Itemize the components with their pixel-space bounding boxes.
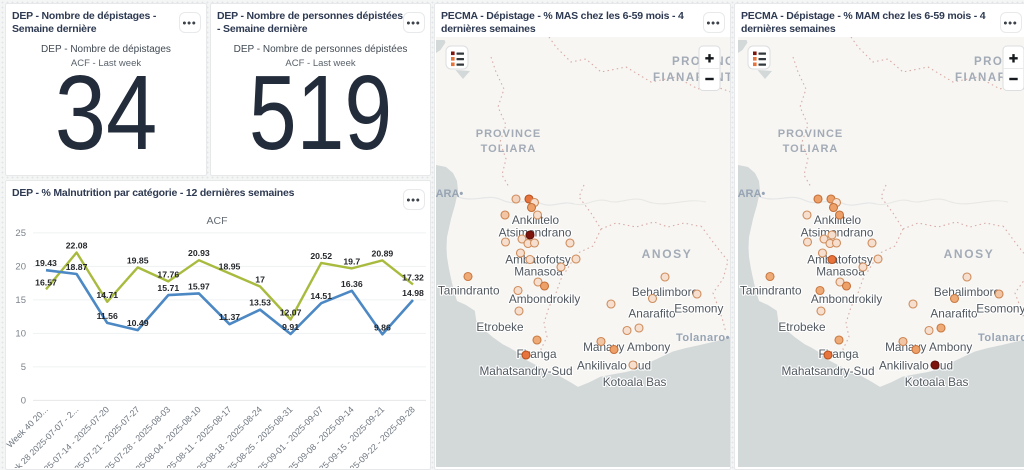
svg-text:11.37: 11.37 <box>219 312 240 322</box>
svg-text:20: 20 <box>15 262 26 273</box>
svg-text:20.52: 20.52 <box>310 251 332 261</box>
svg-text:10.49: 10.49 <box>127 318 149 328</box>
svg-text:15.97: 15.97 <box>188 281 210 291</box>
svg-text:ACF: ACF <box>207 215 228 227</box>
svg-text:9.91: 9.91 <box>282 322 299 332</box>
svg-text:22.08: 22.08 <box>66 241 88 251</box>
svg-text:20.89: 20.89 <box>372 248 394 258</box>
svg-text:14.51: 14.51 <box>310 291 332 301</box>
svg-text:17: 17 <box>255 275 265 285</box>
svg-text:5: 5 <box>21 362 26 373</box>
svg-text:13.53: 13.53 <box>249 298 271 308</box>
svg-text:18.87: 18.87 <box>66 262 88 272</box>
svg-text:10: 10 <box>15 329 26 340</box>
svg-text:25: 25 <box>15 228 26 239</box>
svg-text:16.57: 16.57 <box>35 277 57 287</box>
svg-text:18.95: 18.95 <box>219 261 241 271</box>
svg-text:9.86: 9.86 <box>374 322 391 332</box>
svg-text:14.71: 14.71 <box>96 290 118 300</box>
svg-text:11.56: 11.56 <box>97 311 118 321</box>
svg-text:14.98: 14.98 <box>402 288 424 298</box>
svg-text:17.76: 17.76 <box>157 269 179 279</box>
svg-text:0: 0 <box>21 396 26 407</box>
svg-text:16.36: 16.36 <box>341 279 363 289</box>
svg-text:15.71: 15.71 <box>157 283 179 293</box>
svg-text:15: 15 <box>15 295 26 306</box>
svg-text:12.07: 12.07 <box>280 308 302 318</box>
svg-text:17.32: 17.32 <box>402 272 424 282</box>
svg-text:19.85: 19.85 <box>127 255 149 265</box>
svg-text:19.43: 19.43 <box>35 258 57 268</box>
svg-text:20.93: 20.93 <box>188 248 210 258</box>
svg-text:19.7: 19.7 <box>343 256 360 266</box>
